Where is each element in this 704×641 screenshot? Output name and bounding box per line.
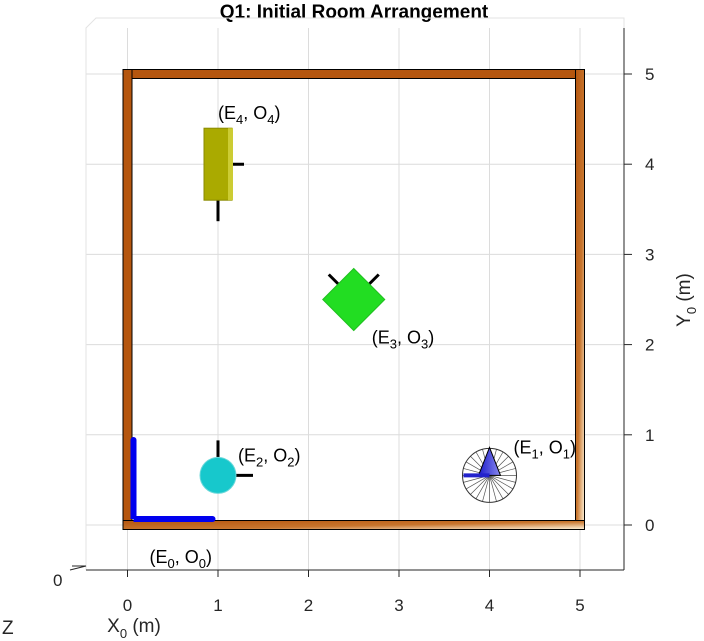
cone-spoke-2 [489,475,514,490]
y-tick-4: 4 [645,155,654,174]
frame-E0-y-tip [130,437,137,443]
wall-top [122,69,585,79]
cone-spoke-10 [465,475,490,490]
object-annotations: (E0, O0) (E1, O1) (E2, O2) (E3, O3) (E4, O4) [150,103,576,571]
x-tick-3: 3 [394,596,403,615]
cone-spoke-3 [489,475,509,495]
cone-spoke-7 [482,475,490,502]
cone-spoke-9 [470,475,490,495]
cone-spoke-4 [489,475,504,499]
annotation-E2: (E2, O2) [238,445,300,469]
x-tick-1: 1 [213,596,222,615]
object-E4-side [228,128,233,201]
chart-title: Q1: Initial Room Arrangement [220,2,489,23]
y-tick-5: 5 [645,65,654,84]
x-tick-0: 0 [123,596,132,615]
x-tick-labels: 0 1 2 3 4 5 [123,570,585,615]
x-tick-2: 2 [304,596,313,615]
axes-box [69,17,625,571]
room-objects [130,127,517,522]
y-axis-label: Y0 (m) [674,273,699,327]
y-tick-0: 0 [645,516,654,535]
wall-right [575,69,585,530]
object-E4-rectangle [203,127,233,201]
cone-spoke-5 [489,475,497,502]
x-axis-label: X0 (m) [107,616,161,641]
object-E2-sphere [199,456,237,494]
cone-spoke-1 [489,475,516,483]
wall-bottom [122,520,585,530]
object-E1-cone [462,446,517,503]
frame-E0-x-tip [209,516,216,522]
x-tick-5: 5 [575,596,584,615]
cone-spoke-8 [475,475,490,499]
y-tick-2: 2 [645,336,654,355]
z-tick-label: 0 [53,571,62,590]
annotation-E3: (E3, O3) [372,328,434,352]
z-axis-label: Z [2,618,14,639]
y-tick-labels: 0 1 2 3 4 5 [624,65,654,535]
y-tick-1: 1 [645,426,654,445]
object-E3-diamond [322,267,386,332]
y-tick-3: 3 [645,245,654,264]
annotation-E4: (E4, O4) [218,103,280,127]
room-walls [122,69,585,530]
z-axis-stub [69,565,87,571]
annotation-E1: (E1, O1) [514,437,576,461]
annotation-E0: (E0, O0) [150,547,212,571]
x-tick-4: 4 [485,596,494,615]
